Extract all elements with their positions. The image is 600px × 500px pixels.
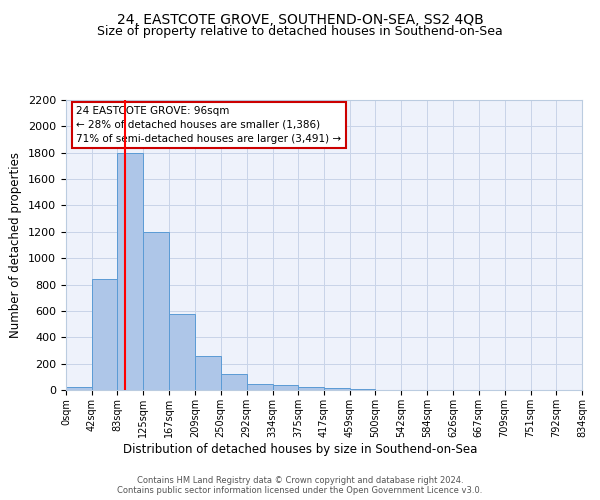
- Bar: [272, 384, 298, 390]
- Bar: [66, 386, 92, 390]
- Text: 24, EASTCOTE GROVE, SOUTHEND-ON-SEA, SS2 4QB: 24, EASTCOTE GROVE, SOUTHEND-ON-SEA, SS2…: [116, 12, 484, 26]
- Text: Distribution of detached houses by size in Southend-on-Sea: Distribution of detached houses by size …: [123, 442, 477, 456]
- Bar: [196, 356, 221, 390]
- Bar: [324, 388, 350, 390]
- Text: Size of property relative to detached houses in Southend-on-Sea: Size of property relative to detached ho…: [97, 25, 503, 38]
- Bar: [221, 374, 247, 390]
- Bar: [298, 386, 324, 390]
- Bar: [247, 384, 272, 390]
- Bar: [143, 232, 169, 390]
- Bar: [118, 152, 143, 390]
- Bar: [92, 280, 118, 390]
- Text: Contains HM Land Registry data © Crown copyright and database right 2024.
Contai: Contains HM Land Registry data © Crown c…: [118, 476, 482, 495]
- Text: 24 EASTCOTE GROVE: 96sqm
← 28% of detached houses are smaller (1,386)
71% of sem: 24 EASTCOTE GROVE: 96sqm ← 28% of detach…: [76, 106, 341, 144]
- Bar: [169, 314, 196, 390]
- Y-axis label: Number of detached properties: Number of detached properties: [10, 152, 22, 338]
